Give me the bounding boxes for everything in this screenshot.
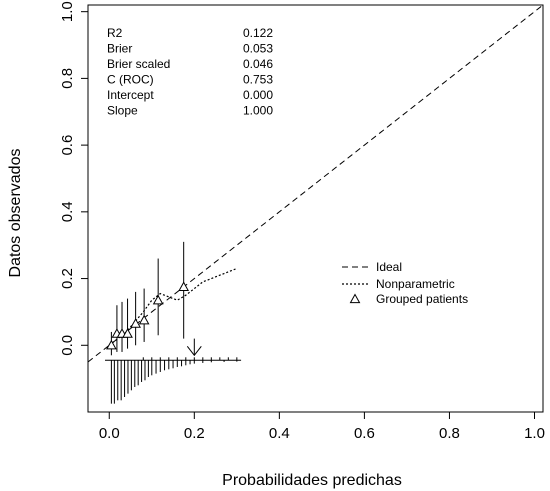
x-tick-label: 0.0 <box>99 425 120 442</box>
grouped-patient-point <box>138 314 150 325</box>
grouped-patient-point <box>106 339 117 350</box>
legend-label: Grouped patients <box>376 292 468 306</box>
nonparametric-curve <box>108 267 238 346</box>
legend-label: Ideal <box>376 260 402 274</box>
legend-label: Nonparametric <box>376 277 455 291</box>
y-tick-label: 0.0 <box>59 335 76 356</box>
x-axis-title: Probabilidades predichas <box>222 472 402 489</box>
y-tick-label: 1.0 <box>59 1 76 22</box>
stat-label: Brier scaled <box>107 57 170 71</box>
ideal-line <box>87 4 544 363</box>
stat-value: 0.122 <box>243 26 273 40</box>
y-tick-label: 0.4 <box>59 201 76 222</box>
stat-label: Brier <box>107 42 132 56</box>
y-tick-label: 0.8 <box>59 68 76 89</box>
stat-label: R2 <box>107 26 123 40</box>
x-tick-label: 0.6 <box>354 425 375 442</box>
stat-value: 0.000 <box>243 88 273 102</box>
stat-value: 0.753 <box>243 73 273 87</box>
x-tick-label: 1.0 <box>524 425 545 442</box>
stat-label: Intercept <box>107 88 154 102</box>
x-tick-label: 0.4 <box>269 425 290 442</box>
y-tick-label: 0.6 <box>59 135 76 156</box>
grouped-patient-point <box>122 328 133 338</box>
y-tick-label: 0.2 <box>59 268 76 289</box>
stat-value: 1.000 <box>243 104 273 118</box>
stat-label: C (ROC) <box>107 73 154 87</box>
cutoff-arrow-head <box>186 345 202 357</box>
stat-value: 0.046 <box>243 57 273 71</box>
chart-marks: 0.0 0.2 0.4 0.6 0.8 1.0 0.0 0.2 0.4 0.6 0.8 1.0 R2 0.… <box>59 1 545 442</box>
grouped-patient-point <box>152 294 164 305</box>
stat-label: Slope <box>107 104 138 118</box>
grouped-patient-point <box>130 318 141 328</box>
x-tick-label: 0.2 <box>184 425 205 442</box>
stat-value: 0.053 <box>243 42 273 56</box>
grouped-patient-point <box>178 281 190 291</box>
x-tick-label: 0.8 <box>439 425 460 442</box>
legend-grouped-swatch <box>349 293 361 304</box>
plot-frame <box>87 4 544 413</box>
y-axis-title: Datos observados <box>7 149 24 278</box>
